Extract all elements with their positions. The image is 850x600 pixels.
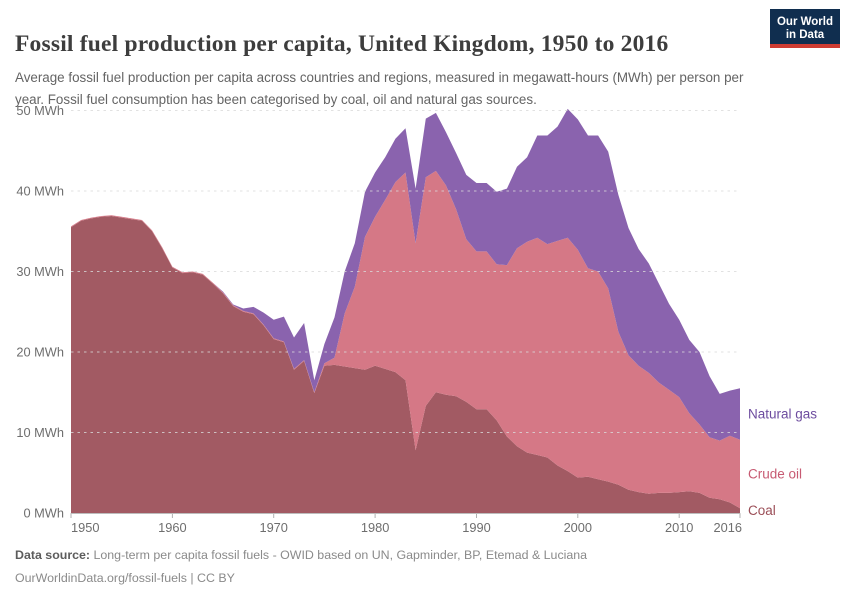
- x-tick-label-2016: 2016: [714, 520, 742, 535]
- x-tick-label-1960: 1960: [158, 520, 186, 535]
- x-tick-label-1970: 1970: [259, 520, 287, 535]
- y-tick-label-40: 40 MWh: [16, 184, 64, 199]
- owid-logo-line2: in Data: [785, 29, 825, 41]
- x-tick-label-1950: 1950: [71, 520, 99, 535]
- license-line[interactable]: OurWorldinData.org/fossil-fuels | CC BY: [15, 570, 235, 585]
- owid-logo-text: Our World in Data: [770, 14, 840, 44]
- x-tick-label-2010: 2010: [665, 520, 693, 535]
- y-tick-label-0: 0 MWh: [23, 506, 64, 521]
- data-source-line: Data source: Long-term per capita fossil…: [15, 544, 587, 567]
- owid-logo[interactable]: Our World in Data: [770, 9, 840, 48]
- x-tick-label-1980: 1980: [361, 520, 389, 535]
- chart-footer: Data source: Long-term per capita fossil…: [15, 544, 587, 590]
- area-crude-oil[interactable]: [71, 170, 740, 509]
- legend-label-crude-oil: Crude oil: [748, 467, 802, 482]
- area-natural-gas[interactable]: [71, 108, 740, 441]
- owid-logo-red-bar: [770, 44, 840, 48]
- owid-logo-line1: Our World: [776, 16, 833, 28]
- data-source-text: Long-term per capita fossil fuels - OWID…: [90, 548, 588, 562]
- x-tick-label-2000: 2000: [564, 520, 592, 535]
- y-tick-label-30: 30 MWh: [16, 264, 64, 279]
- y-tick-label-20: 20 MWh: [16, 345, 64, 360]
- chart-subtitle: Average fossil fuel production per capit…: [15, 70, 744, 107]
- y-tick-label-50: 50 MWh: [16, 103, 64, 118]
- data-source-label: Data source:: [15, 548, 91, 562]
- y-tick-label-10: 10 MWh: [16, 425, 64, 440]
- area-coal[interactable]: [71, 216, 740, 513]
- legend-label-coal: Coal: [748, 503, 776, 518]
- page-title: Fossil fuel production per capita, Unite…: [15, 30, 669, 57]
- x-tick-label-1990: 1990: [462, 520, 490, 535]
- legend-label-natural-gas: Natural gas: [748, 407, 817, 422]
